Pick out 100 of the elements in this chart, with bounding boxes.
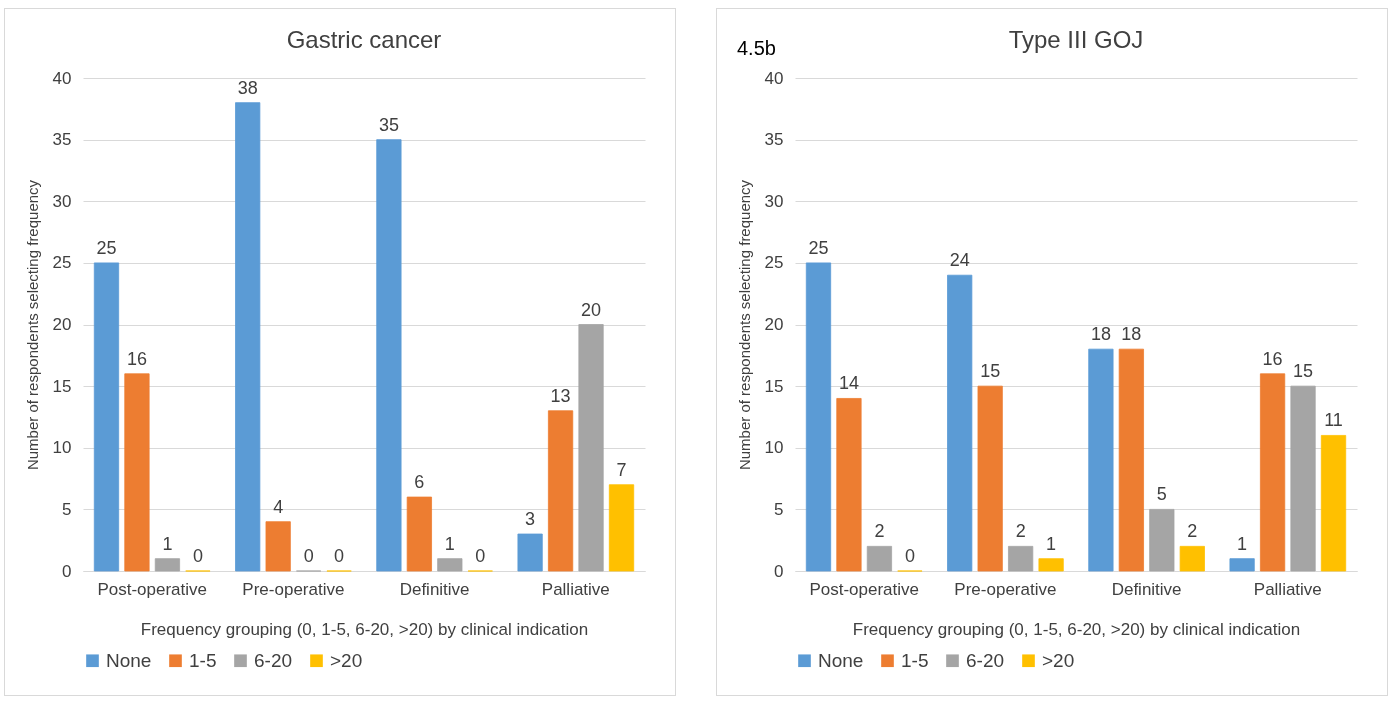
bar	[1038, 558, 1064, 572]
data-label: 35	[378, 114, 399, 135]
bar	[977, 385, 1003, 572]
bar	[235, 102, 261, 572]
x-tick-label: Pre-operative	[242, 579, 345, 599]
data-label: 0	[192, 546, 203, 566]
y-axis-title: Number of respondents selecting frequency	[735, 179, 753, 471]
data-label: 16	[126, 348, 147, 369]
data-label: 4	[273, 496, 284, 517]
legend-label: None	[106, 649, 152, 671]
y-tick-label: 20	[52, 315, 72, 334]
y-tick-label: 15	[52, 376, 72, 396]
data-label: 0	[904, 546, 915, 566]
data-label: 0	[334, 546, 345, 566]
bar	[578, 324, 604, 572]
bar	[265, 521, 291, 572]
data-label: 2	[1187, 521, 1198, 542]
data-label: 2	[1015, 521, 1026, 542]
bar	[124, 373, 150, 572]
bar	[608, 484, 635, 572]
data-label: 15	[1293, 361, 1314, 382]
legend-label: 6-20	[966, 649, 1005, 671]
x-tick-label: Palliative	[541, 579, 610, 599]
legend-label: >20	[1042, 649, 1075, 671]
y-tick-label: 25	[52, 253, 72, 273]
y-tick-label: 10	[764, 438, 784, 458]
data-label: 1	[162, 533, 173, 554]
y-tick-label: 35	[52, 130, 72, 150]
data-label: 0	[303, 546, 314, 566]
bar	[517, 533, 543, 572]
y-axis-title: Number of respondents selecting frequency	[23, 179, 41, 471]
bar	[376, 139, 402, 572]
chart-title: Gastric cancer	[286, 26, 442, 53]
y-tick-label: 15	[764, 376, 784, 396]
data-label: 24	[949, 250, 970, 271]
bar	[1149, 508, 1175, 572]
data-label: 18	[1121, 324, 1142, 345]
bar	[805, 262, 832, 572]
bar	[866, 545, 893, 572]
legend-label: 1-5	[189, 649, 217, 671]
data-label: 0	[475, 546, 486, 566]
x-tick-label: Pre-operative	[954, 579, 1057, 599]
text: 4.5b	[737, 37, 776, 60]
chart-title: Type III GOJ	[1008, 26, 1144, 53]
bar	[547, 410, 574, 572]
legend-label: 6-20	[254, 649, 293, 671]
bar	[1320, 435, 1347, 572]
bar	[1179, 545, 1205, 572]
data-label: 18	[1090, 324, 1111, 345]
data-label: 14	[838, 373, 859, 394]
data-label: 6	[414, 472, 425, 493]
y-tick-label: 40	[764, 68, 784, 88]
bar	[1118, 348, 1144, 572]
data-label: 13	[550, 385, 571, 406]
data-label: 16	[1262, 348, 1283, 369]
y-tick-label: 20	[764, 315, 784, 334]
data-label: 20	[581, 299, 602, 320]
bar	[437, 558, 463, 572]
data-label: 25	[808, 237, 829, 258]
legend-label: 1-5	[901, 649, 929, 671]
data-label: 15	[980, 361, 1001, 382]
x-tick-label: Post-operative	[809, 579, 919, 599]
bar	[1088, 348, 1114, 572]
data-label: 5	[1156, 484, 1167, 505]
y-tick-label: 5	[774, 499, 784, 519]
bar	[836, 398, 862, 572]
x-tick-label: Definitive	[1111, 579, 1182, 599]
x-tick-label: Palliative	[1253, 579, 1322, 599]
data-label: 1	[444, 533, 455, 554]
y-tick-label: 40	[52, 68, 72, 88]
data-label: 1	[1237, 533, 1248, 554]
y-tick-label: 0	[62, 561, 72, 581]
y-tick-label: 25	[764, 253, 784, 273]
bar	[1259, 373, 1286, 572]
data-label: 7	[616, 459, 627, 480]
y-tick-label: 10	[52, 438, 72, 458]
data-label: 1	[1046, 533, 1057, 554]
bar	[1008, 545, 1034, 572]
x-axis-title: Frequency grouping (0, 1-5, 6-20, >20) by clinical indication	[140, 619, 589, 639]
y-tick-label: 35	[764, 130, 784, 150]
legend-label: None	[818, 649, 864, 671]
x-tick-label: Definitive	[399, 579, 470, 599]
y-tick-label: 0	[774, 561, 784, 581]
y-tick-label: 5	[62, 499, 72, 519]
y-tick-label: 30	[52, 191, 72, 211]
bar	[93, 262, 120, 572]
data-label: 25	[96, 237, 117, 258]
data-label: 2	[874, 521, 885, 542]
x-tick-label: Post-operative	[97, 579, 207, 599]
data-label: 3	[525, 509, 536, 530]
bar	[1229, 558, 1255, 572]
bar	[406, 496, 432, 572]
data-label: 38	[237, 77, 258, 98]
x-axis-title: Frequency grouping (0, 1-5, 6-20, >20) by clinical indication	[852, 619, 1301, 639]
y-tick-label: 30	[764, 191, 784, 211]
bar	[154, 558, 181, 572]
legend-label: >20	[330, 649, 363, 671]
bar	[947, 274, 973, 572]
data-label: 11	[1324, 410, 1343, 431]
bar	[1290, 385, 1316, 572]
